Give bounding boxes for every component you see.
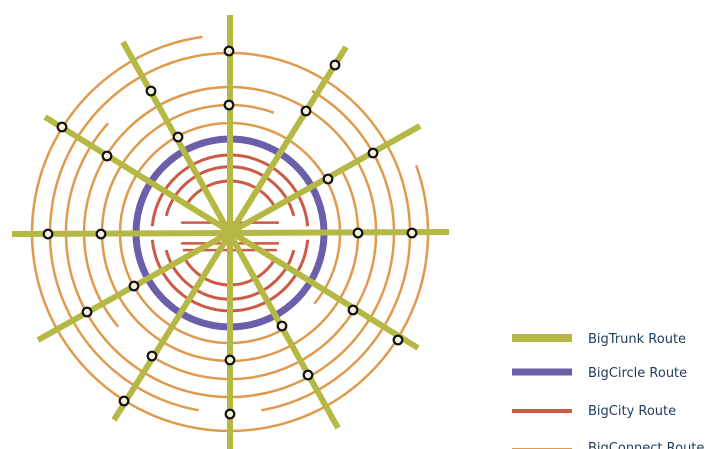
legend-item-connect: BigConnect Route xyxy=(512,441,704,449)
stop-marker xyxy=(128,280,140,292)
stop-marker xyxy=(42,228,54,240)
stop-marker xyxy=(367,147,379,159)
stop-marker xyxy=(118,395,130,407)
stop-marker xyxy=(172,131,184,143)
stop-marker xyxy=(146,350,158,362)
legend-item-trunk: BigTrunk Route xyxy=(512,332,686,347)
stop-marker xyxy=(329,59,341,71)
stop-marker xyxy=(95,228,107,240)
stop-marker xyxy=(352,227,364,239)
legend: BigTrunk Route BigCircle Route BigCity R… xyxy=(512,332,704,449)
legend-label-circle: BigCircle Route xyxy=(588,366,687,381)
stop-marker xyxy=(223,45,235,57)
stop-marker xyxy=(406,227,418,239)
stop-marker xyxy=(276,320,288,332)
legend-item-circle: BigCircle Route xyxy=(512,366,687,381)
stop-marker xyxy=(224,408,236,420)
stop-marker xyxy=(81,306,93,318)
bigtrunk-route-line xyxy=(36,123,422,343)
stop-marker xyxy=(392,334,404,346)
stop-marker xyxy=(223,99,235,111)
stop-marker xyxy=(145,85,157,97)
legend-label-city: BigCity Route xyxy=(588,404,676,419)
stop-marker xyxy=(322,173,334,185)
stops xyxy=(42,45,418,420)
stop-marker xyxy=(302,369,314,381)
bigconnect-route-arc xyxy=(82,85,378,381)
stop-marker xyxy=(347,304,359,316)
stop-marker xyxy=(101,150,113,162)
bigtrunk-routes xyxy=(11,15,450,449)
stop-marker xyxy=(300,105,312,117)
bigconnect-route-arc xyxy=(118,121,342,345)
legend-label-connect: BigConnect Route xyxy=(588,441,704,449)
bigconnect-routes xyxy=(30,35,430,433)
bigconnect-route-arc xyxy=(64,89,396,399)
legend-label-trunk: BigTrunk Route xyxy=(588,332,686,347)
stop-marker xyxy=(56,121,68,133)
stop-marker xyxy=(224,354,236,366)
legend-item-city: BigCity Route xyxy=(512,404,676,419)
